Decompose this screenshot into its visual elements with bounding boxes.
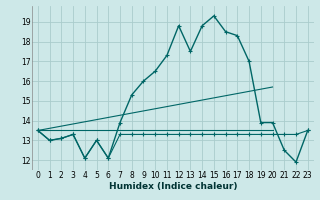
X-axis label: Humidex (Indice chaleur): Humidex (Indice chaleur): [108, 182, 237, 191]
